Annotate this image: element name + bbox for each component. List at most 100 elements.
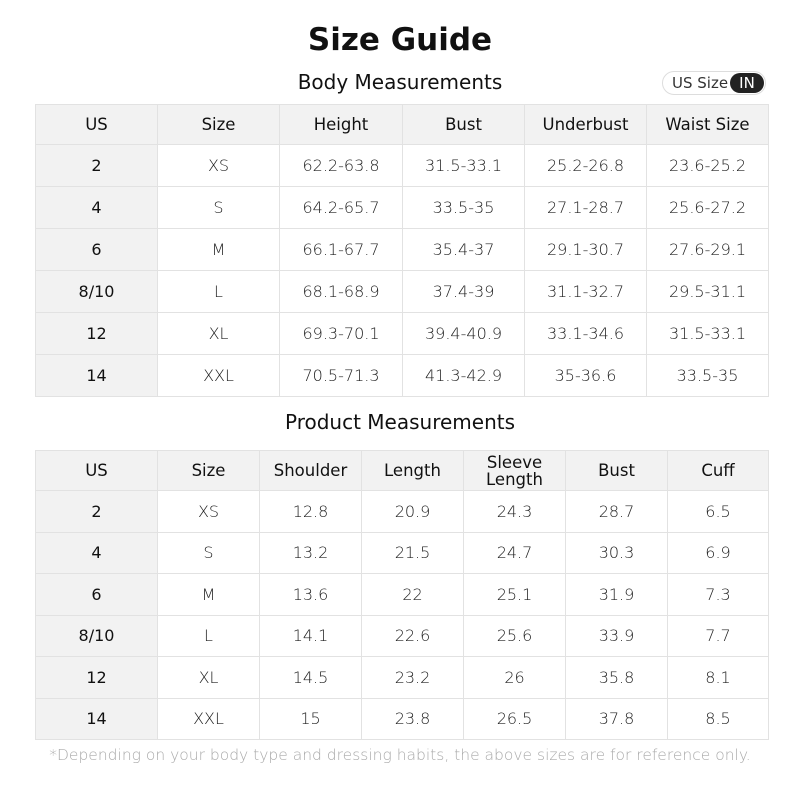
table-cell: 8/10	[35, 614, 158, 657]
table-cell: 29.1-30.7	[524, 228, 647, 271]
table-cell: S	[157, 186, 280, 229]
table-cell: 68.1-68.9	[279, 270, 403, 313]
table-cell: 6.9	[667, 531, 769, 574]
table-row: 8/10 L 14.1 22.6 25.6 33.9 7.7	[35, 614, 769, 657]
page-title: Size Guide	[307, 22, 493, 58]
unit-toggle-label: US Size	[672, 74, 729, 92]
table-cell: 28.7	[565, 490, 668, 533]
footnote: *Depending on your body type and dressin…	[49, 746, 751, 764]
table-cell: 25.6-27.2	[646, 186, 769, 229]
table-cell: 26.5	[463, 697, 566, 740]
table-cell: 29.5-31.1	[646, 270, 769, 313]
column-header: US	[35, 104, 158, 145]
table-row: 2 XS 62.2-63.8 31.5-33.1 25.2-26.8 23.6-25.2	[35, 144, 769, 187]
table-cell: 30.3	[565, 531, 668, 574]
table-row: 4 S 13.2 21.5 24.7 30.3 6.9	[35, 531, 769, 574]
table-cell: XL	[157, 656, 260, 699]
table-cell: 31.5-33.1	[402, 144, 525, 187]
table-cell: 7.3	[667, 573, 769, 616]
table-cell: 22	[361, 573, 464, 616]
column-header: Shoulder	[259, 450, 362, 491]
table-cell: 14.1	[259, 614, 362, 657]
table-cell: 26	[463, 656, 566, 699]
header-row: US Size Height Bust Underbust Waist Size	[35, 104, 769, 145]
column-header: Size	[157, 450, 260, 491]
table-cell: 8/10	[35, 270, 158, 313]
body-measurements-table: US Size Height Bust Underbust Waist Size 2 XS 62…	[35, 104, 769, 397]
table-cell: 31.1-32.7	[524, 270, 647, 313]
table-cell: 37.4-39	[402, 270, 525, 313]
table-cell: 66.1-67.7	[279, 228, 403, 271]
table-cell: 35.8	[565, 656, 668, 699]
column-header: Length	[361, 450, 464, 491]
unit-toggle-selected[interactable]: IN	[730, 73, 764, 93]
table-cell: 12.8	[259, 490, 362, 533]
column-header: US	[35, 450, 158, 491]
table-cell: 31.5-33.1	[646, 312, 769, 355]
table-cell: 20.9	[361, 490, 464, 533]
table-cell: XS	[157, 490, 260, 533]
table-cell: 27.6-29.1	[646, 228, 769, 271]
table-cell: 70.5-71.3	[279, 354, 403, 397]
table-cell: 39.4-40.9	[402, 312, 525, 355]
column-header: Waist Size	[646, 104, 769, 145]
table-row: 8/10 L 68.1-68.9 37.4-39 31.1-32.7 29.5-31.1	[35, 270, 769, 313]
table-cell: 15	[259, 697, 362, 740]
table-cell: 8.1	[667, 656, 769, 699]
table-row: 6 M 66.1-67.7 35.4-37 29.1-30.7 27.6-29.1	[35, 228, 769, 271]
table-cell: M	[157, 228, 280, 271]
table-cell: 6	[35, 573, 158, 616]
table-cell: XL	[157, 312, 280, 355]
table-cell: 41.3-42.9	[402, 354, 525, 397]
table-cell: 35-36.6	[524, 354, 647, 397]
table-row: 14 XXL 15 23.8 26.5 37.8 8.5	[35, 697, 769, 740]
table-cell: 27.1-28.7	[524, 186, 647, 229]
table-cell: 25.2-26.8	[524, 144, 647, 187]
table-cell: 64.2-65.7	[279, 186, 403, 229]
table-row: 4 S 64.2-65.7 33.5-35 27.1-28.7 25.6-27.2	[35, 186, 769, 229]
table-cell: L	[157, 614, 260, 657]
table-cell: 4	[35, 186, 158, 229]
table-cell: 6	[35, 228, 158, 271]
table-cell: 33.1-34.6	[524, 312, 647, 355]
table-cell: 69.3-70.1	[279, 312, 403, 355]
table-cell: L	[157, 270, 280, 313]
column-header: Bust	[565, 450, 668, 491]
table-cell: 14	[35, 697, 158, 740]
table-cell: 8.5	[667, 697, 769, 740]
table-cell: 4	[35, 531, 158, 574]
table-cell: S	[157, 531, 260, 574]
column-header: Bust	[402, 104, 525, 145]
table-cell: XS	[157, 144, 280, 187]
column-header: Underbust	[524, 104, 647, 145]
table-cell: 12	[35, 312, 158, 355]
table-cell: 37.8	[565, 697, 668, 740]
table-cell: 7.7	[667, 614, 769, 657]
unit-toggle[interactable]: US Size IN	[662, 71, 766, 95]
table-cell: 13.2	[259, 531, 362, 574]
table-row: 14 XXL 70.5-71.3 41.3-42.9 35-36.6 33.5-35	[35, 354, 769, 397]
table-cell: 35.4-37	[402, 228, 525, 271]
table-cell: 24.7	[463, 531, 566, 574]
table-cell: 23.6-25.2	[646, 144, 769, 187]
table-cell: 24.3	[463, 490, 566, 533]
table-cell: 25.1	[463, 573, 566, 616]
table-cell: 14	[35, 354, 158, 397]
table-cell: 31.9	[565, 573, 668, 616]
column-header: Sleeve Length	[463, 450, 566, 491]
product-measurements-table: US Size Shoulder Length Sleeve Length Bust Cuf…	[35, 450, 769, 740]
table-cell: 22.6	[361, 614, 464, 657]
table-cell: 23.2	[361, 656, 464, 699]
table-cell: 62.2-63.8	[279, 144, 403, 187]
table-row: 12 XL 69.3-70.1 39.4-40.9 33.1-34.6 31.5-33.1	[35, 312, 769, 355]
table-cell: XXL	[157, 354, 280, 397]
column-header: Size	[157, 104, 280, 145]
column-header: Height	[279, 104, 403, 145]
table-cell: 14.5	[259, 656, 362, 699]
body-measurements-title: Body Measurements	[297, 70, 503, 94]
table-cell: 12	[35, 656, 158, 699]
table-cell: M	[157, 573, 260, 616]
table-cell: XXL	[157, 697, 260, 740]
table-cell: 25.6	[463, 614, 566, 657]
table-row: 6 M 13.6 22 25.1 31.9 7.3	[35, 573, 769, 616]
